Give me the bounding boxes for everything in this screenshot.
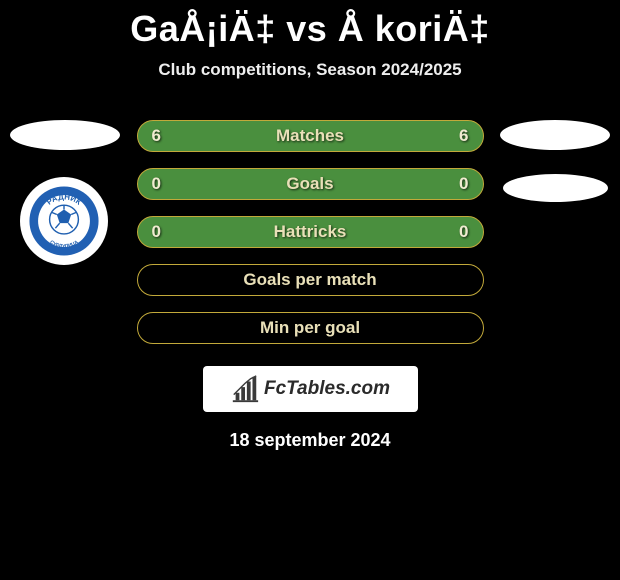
widget-root: GaÅ¡iÄ‡ vs Å koriÄ‡ Club competitions, S… <box>0 0 620 580</box>
goals-label: Goals <box>138 174 483 194</box>
club-badge: РАДНИК СУРДУЛИЦА <box>20 177 108 265</box>
row-min-per-goal: Min per goal <box>137 312 484 344</box>
top-left-pill <box>10 120 120 150</box>
gpm-label: Goals per match <box>138 270 483 290</box>
fctables-suffix: .com <box>346 378 390 399</box>
mpg-label: Min per goal <box>138 318 483 338</box>
fctables-logo: FcTables.com <box>230 374 390 404</box>
snapshot-date: 18 september 2024 <box>0 430 620 451</box>
row-goals: 0 Goals 0 <box>137 168 484 200</box>
right-mid-pill <box>503 174 608 202</box>
goals-left-value: 0 <box>152 174 161 194</box>
row-matches: 6 Matches 6 <box>137 120 484 152</box>
goals-right-value: 0 <box>459 174 468 194</box>
matches-right-value: 6 <box>459 126 468 146</box>
matches-left-value: 6 <box>152 126 161 146</box>
row-hattricks: 0 Hattricks 0 <box>137 216 484 248</box>
fctables-brand: FcTables <box>264 378 346 399</box>
bar-chart-icon <box>230 374 260 404</box>
fctables-link[interactable]: FcTables.com <box>203 366 418 412</box>
matches-label: Matches <box>138 126 483 146</box>
page-title: GaÅ¡iÄ‡ vs Å koriÄ‡ <box>0 0 620 50</box>
hattricks-left-value: 0 <box>152 222 161 242</box>
row-goals-per-match: Goals per match <box>137 264 484 296</box>
radnik-badge-icon: РАДНИК СУРДУЛИЦА <box>28 185 100 257</box>
hattricks-right-value: 0 <box>459 222 468 242</box>
season-subtitle: Club competitions, Season 2024/2025 <box>0 60 620 80</box>
hattricks-label: Hattricks <box>138 222 483 242</box>
top-right-pill <box>500 120 610 150</box>
fctables-text: FcTables.com <box>264 378 390 400</box>
